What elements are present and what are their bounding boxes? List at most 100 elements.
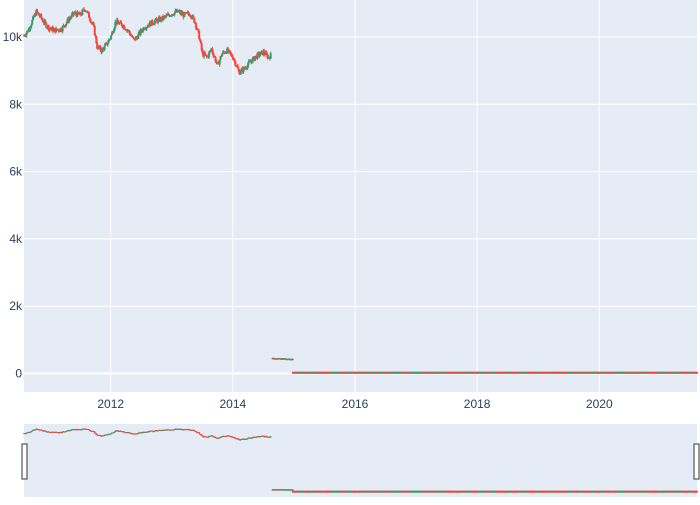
candle-body-slider [186,429,188,431]
candle-body-slider [480,490,483,493]
candle-body [666,371,669,374]
candle-body-slider [382,490,385,493]
candle-body-slider [172,429,174,431]
candle-body-slider [269,436,271,438]
candle-body-slider [42,430,45,432]
candle-body-slider [488,490,490,493]
candle-body-slider [310,490,312,493]
candle-body [458,371,461,374]
candle-body [291,371,294,374]
candle-body-slider [206,436,209,438]
candle-body-slider [629,490,632,493]
candle-body [644,371,646,374]
candle-body [407,371,410,374]
candle-body-slider [255,436,257,438]
candle-body [155,18,158,20]
candle-body [622,371,625,374]
candle-body-slider [130,433,133,435]
candle-body [446,371,449,374]
candle-body-slider [94,433,97,435]
candle-body-slider [441,490,444,493]
candle-body [539,371,541,374]
candle-body-slider [692,490,695,493]
candle-body-slider [412,490,414,493]
candle-body-slider [187,429,190,431]
candle-body [614,371,617,374]
candle-body [305,371,308,374]
candle-body-slider [54,431,57,433]
candle-body-slider [248,437,251,439]
range-slider-left-handle[interactable] [21,443,28,480]
candle-body-slider [416,490,419,493]
candle-body-slider [465,490,467,493]
candle-body [247,61,250,65]
candle-body-slider [147,431,149,433]
candle-body-slider [681,490,684,493]
candle-body [518,371,520,374]
candle-body [500,371,503,374]
candle-body-slider [458,490,461,493]
candle-body-slider [251,437,253,439]
candle-body-slider [409,490,412,493]
candle-body [468,371,471,374]
candle-body-slider [588,490,591,493]
candle-body-slider [180,429,182,431]
candle-body [537,371,540,374]
candle-body-slider [673,490,676,493]
candle-body [63,25,66,27]
range-slider-right-handle[interactable] [693,443,700,480]
candle-body [200,43,203,51]
candle-body-slider [211,435,214,437]
candle-body [521,371,524,374]
candle-body-slider [370,490,373,493]
candle-body-slider [669,490,671,493]
candle-body-slider [289,489,292,491]
candle-body [579,371,582,374]
candle-body [87,11,90,13]
candle-body [651,371,654,374]
candle-body [476,371,479,374]
candle-body-slider [503,490,506,493]
candle-body-slider [67,430,70,432]
candle-body-slider [99,435,102,437]
candle-body [669,371,671,374]
candle-body-slider [341,490,344,493]
candle-body [471,371,474,374]
candle-body-slider [81,428,84,430]
candle-body-slider [193,430,196,432]
candle-body-slider [520,490,523,493]
candle-body [405,371,408,374]
candle-body-slider [435,490,438,493]
candle-body [526,371,529,374]
candle-body [617,371,619,374]
range-slider[interactable] [24,424,697,497]
candle-body-slider [651,490,654,493]
candle-body-slider [499,490,502,493]
candle-body-slider [27,432,29,434]
candle-body-slider [119,430,122,432]
candle-body-slider [600,490,603,493]
candle-body [144,28,147,30]
candle-body-slider [75,429,78,431]
candle-body-slider [505,490,508,493]
candle-body-slider [158,430,160,432]
candle-body [445,371,448,374]
candle-body-slider [163,429,166,431]
candle-body [484,371,487,374]
candle-body-slider [76,429,79,431]
candle-body-slider [292,490,295,493]
candle-body [650,371,653,374]
candle-body [256,52,259,59]
candle-body [450,371,453,374]
candle-body-slider [126,432,129,434]
candle-body-slider [117,430,120,432]
candle-body [593,371,595,374]
candle-body [306,371,309,374]
candle-body-slider [259,436,261,438]
candle-body-slider [335,490,337,493]
candle-body-slider [571,490,574,493]
candle-body-slider [336,490,338,493]
candle-body-slider [553,490,556,493]
candle-body-slider [294,490,297,493]
candle-body [466,371,468,374]
